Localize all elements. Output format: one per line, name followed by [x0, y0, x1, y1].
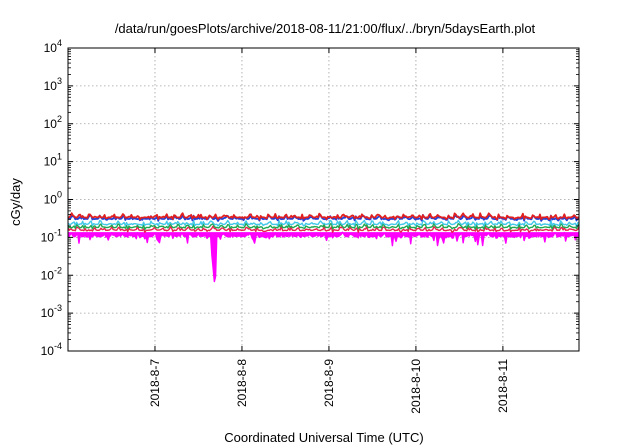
x-tick-label: 2018-8-9	[322, 359, 336, 407]
x-axis-label: Coordinated Universal Time (UTC)	[224, 430, 423, 445]
y-tick-label: 10-3	[41, 303, 62, 320]
y-tick-label: 104	[44, 38, 62, 55]
y-gridlines	[68, 85, 579, 314]
x-tick-label: 2018-8-8	[235, 359, 249, 407]
x-gridlines	[154, 48, 504, 351]
y-axis-label: cGy/day	[8, 178, 23, 226]
series-fill	[68, 232, 579, 282]
series-line	[67, 219, 580, 227]
y-tick-label: 10-4	[41, 341, 62, 358]
y-tick-label: 100	[44, 190, 62, 207]
x-ticks: 2018-8-7 2018-8-8 2018-8-9 2018-8-10 2018-8-…	[148, 48, 510, 414]
chart-title: /data/run/goesPlots/archive/2018-08-11/2…	[115, 21, 536, 36]
y-tick-label: 10-2	[41, 265, 62, 282]
y-ticks: 10-4 10-3 10-2 10-1 100 101 102 103 104	[41, 38, 579, 358]
series-line	[67, 222, 580, 231]
series-line	[67, 213, 580, 222]
x-tick-label: 2018-8-7	[148, 359, 162, 407]
y-tick-label: 103	[44, 76, 62, 93]
y-tick-label: 101	[44, 152, 62, 169]
x-tick-label: 2018-8-11	[496, 359, 510, 413]
series-line	[67, 225, 580, 234]
series-group	[67, 212, 580, 283]
series-line	[67, 231, 580, 283]
series-line	[67, 212, 580, 221]
y-tick-label: 10-1	[41, 227, 62, 244]
x-tick-label: 2018-8-10	[409, 359, 423, 414]
y-tick-label: 102	[44, 114, 62, 131]
